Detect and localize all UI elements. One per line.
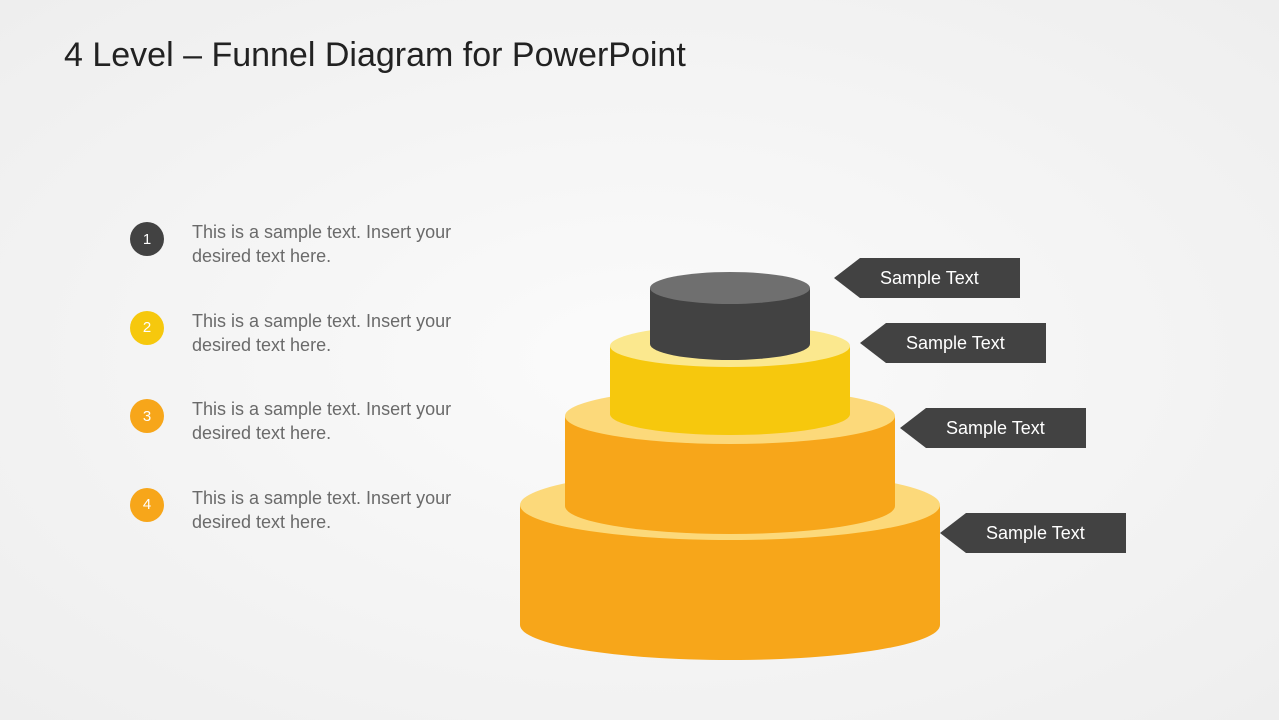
callout: Sample Text	[900, 408, 1086, 448]
callout-arrow-icon	[900, 408, 926, 448]
funnel-diagram: Sample Text Sample Text Sample Text Sample …	[520, 160, 1220, 680]
legend-text: This is a sample text. Insert your desir…	[192, 397, 490, 446]
legend-text: This is a sample text. Insert your desir…	[192, 486, 490, 535]
callout-arrow-icon	[860, 323, 886, 363]
legend-text: This is a sample text. Insert your desir…	[192, 220, 490, 269]
callout: Sample Text	[940, 513, 1126, 553]
callout-label: Sample Text	[886, 323, 1046, 363]
callout-arrow-icon	[834, 258, 860, 298]
legend-text: This is a sample text. Insert your desir…	[192, 309, 490, 358]
callout-label: Sample Text	[860, 258, 1020, 298]
funnel-layer	[650, 272, 810, 360]
callout-label: Sample Text	[966, 513, 1126, 553]
layer-top-ellipse	[650, 272, 810, 304]
legend-item: 2 This is a sample text. Insert your desi…	[130, 309, 490, 358]
legend-list: 1 This is a sample text. Insert your desi…	[130, 220, 490, 574]
legend-item: 4 This is a sample text. Insert your desi…	[130, 486, 490, 535]
legend-item: 3 This is a sample text. Insert your desi…	[130, 397, 490, 446]
legend-badge: 4	[130, 488, 164, 522]
callout-arrow-icon	[940, 513, 966, 553]
legend-badge: 3	[130, 399, 164, 433]
callout-label: Sample Text	[926, 408, 1086, 448]
slide-title: 4 Level – Funnel Diagram for PowerPoint	[64, 36, 686, 75]
legend-badge: 1	[130, 222, 164, 256]
legend-badge: 2	[130, 311, 164, 345]
legend-item: 1 This is a sample text. Insert your desi…	[130, 220, 490, 269]
callout: Sample Text	[860, 323, 1046, 363]
callout: Sample Text	[834, 258, 1020, 298]
